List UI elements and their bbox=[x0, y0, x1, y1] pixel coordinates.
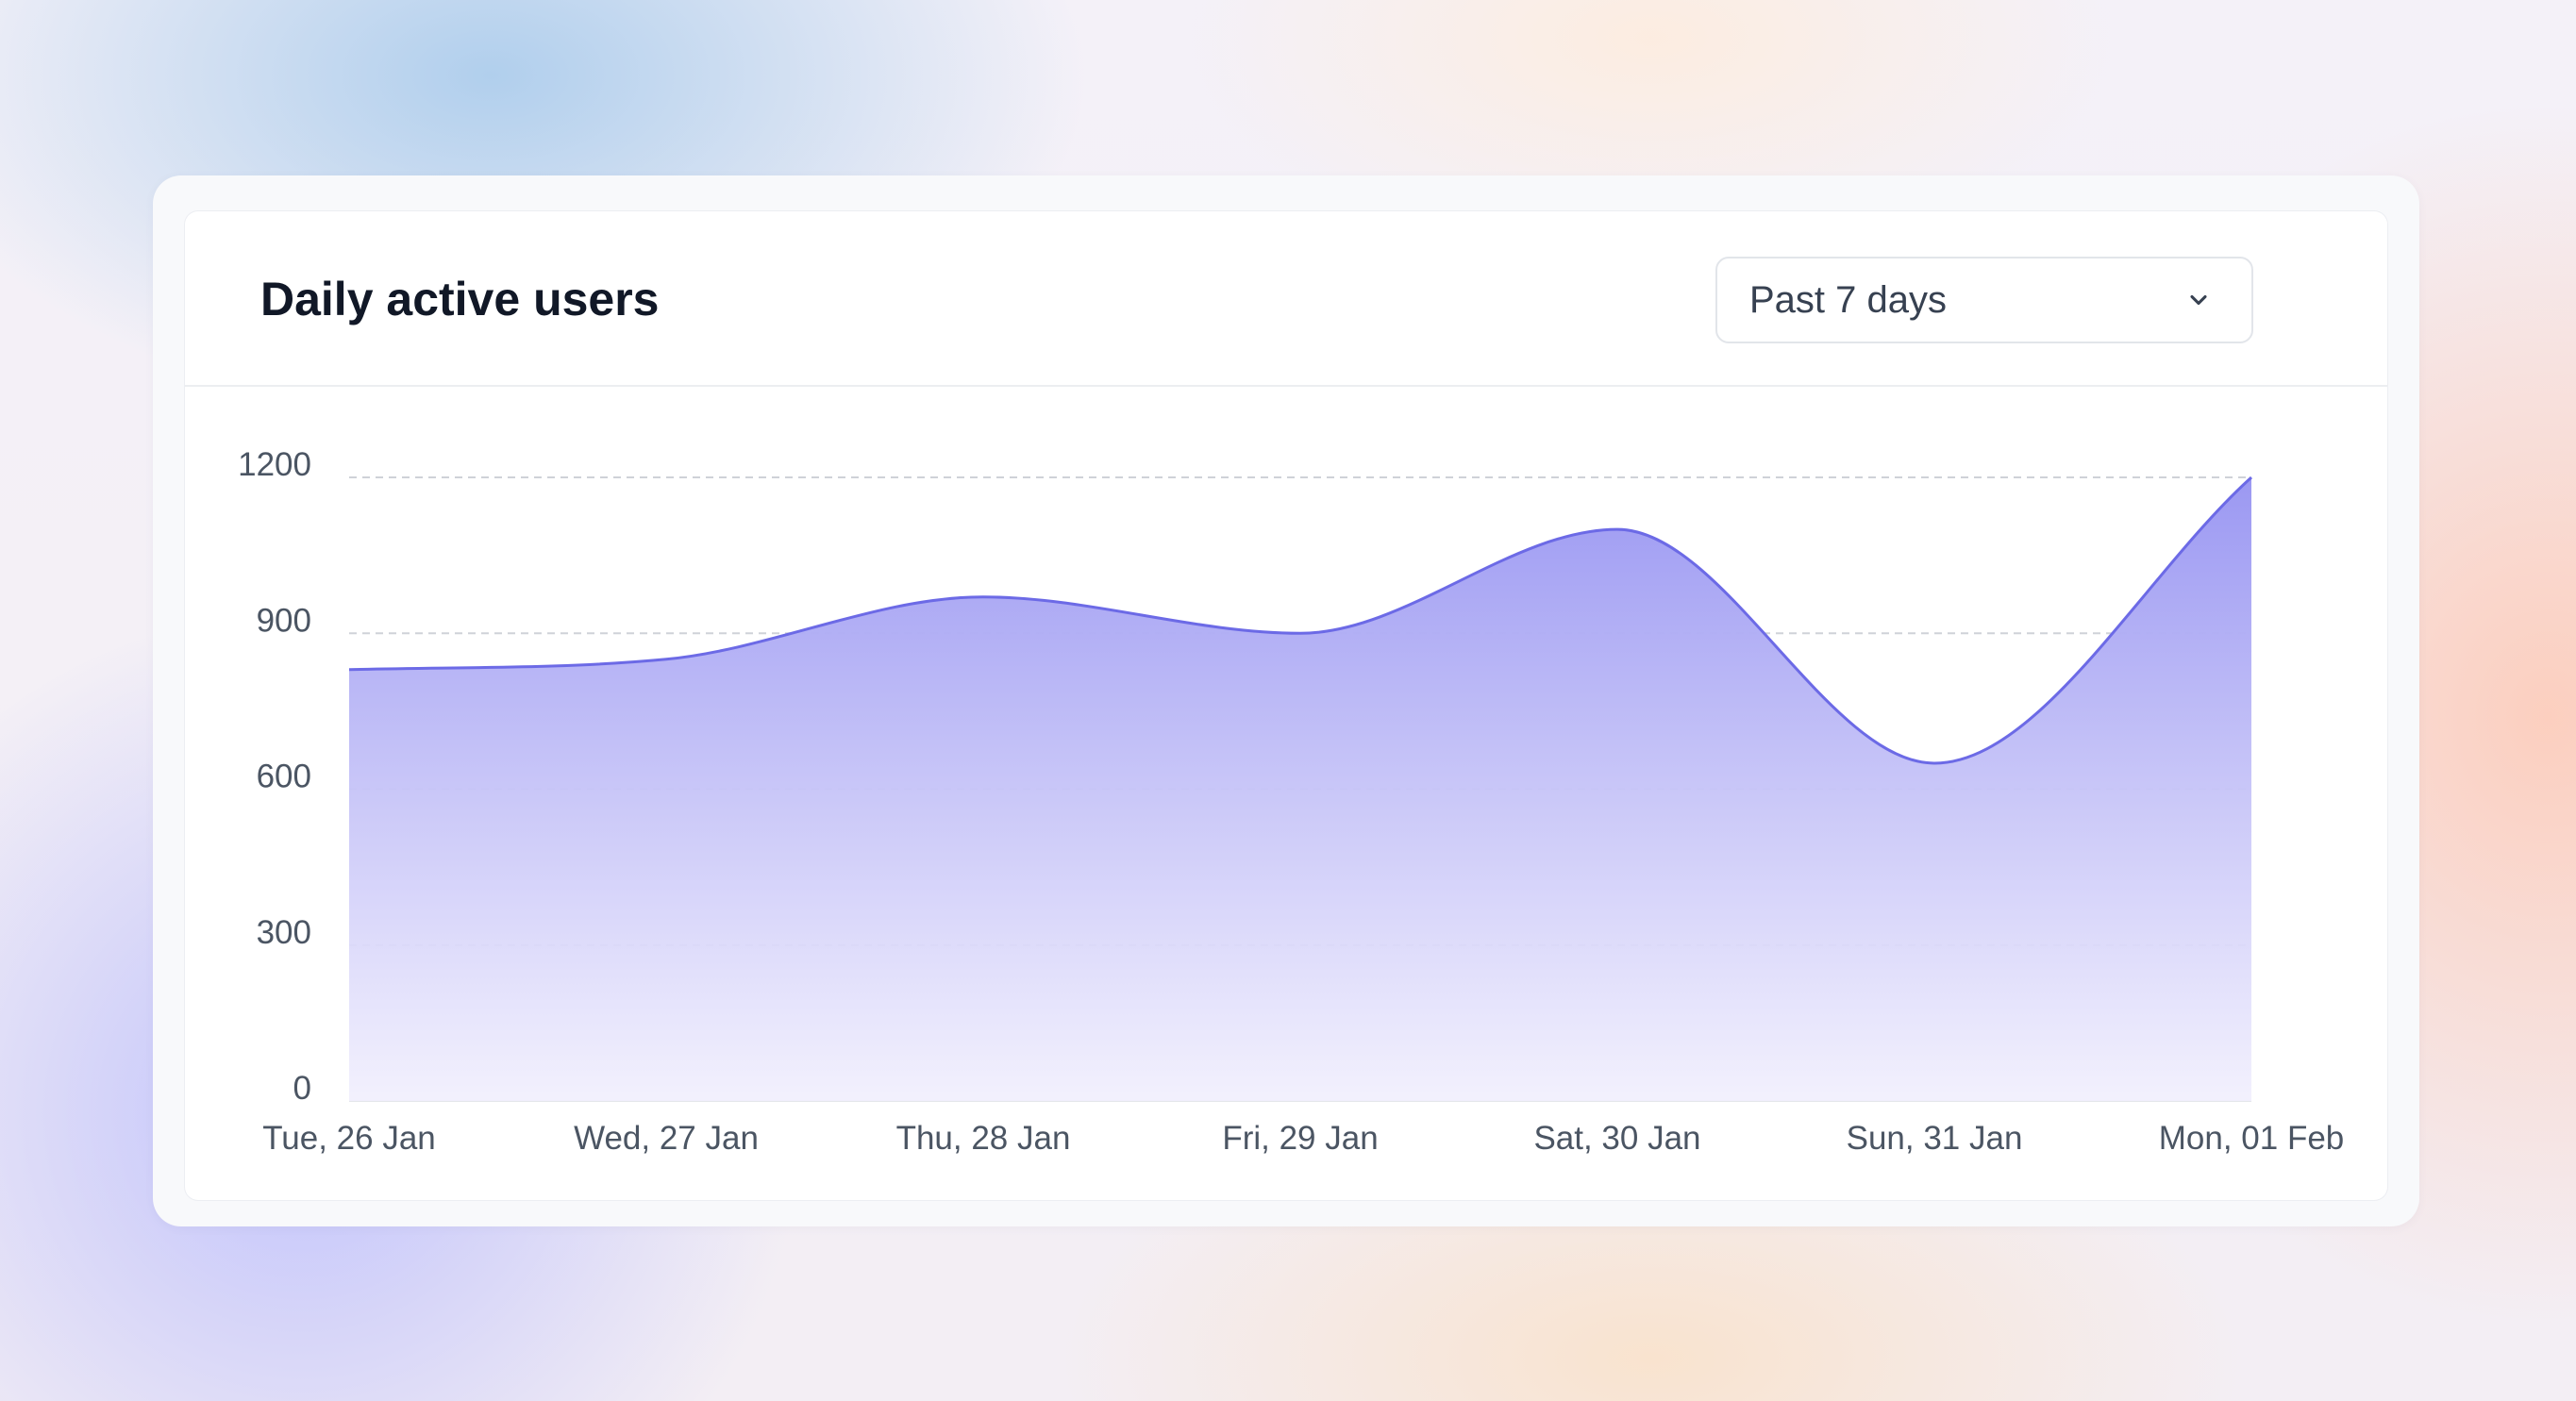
chart-title: Daily active users bbox=[260, 273, 660, 325]
x-tick-label: Mon, 01 Feb bbox=[2159, 1120, 2345, 1157]
x-tick-label: Thu, 28 Jan bbox=[896, 1120, 1071, 1157]
date-range-select[interactable]: Past 7 days bbox=[1715, 257, 2253, 343]
x-tick-label: Sat, 30 Jan bbox=[1533, 1120, 1700, 1157]
area-chart: 0 300 600 900 1200 Tue, 26 Jan Wed, 27 Jan Thu… bbox=[238, 446, 2344, 1157]
series-area-fill bbox=[349, 477, 2251, 1101]
x-tick-label: Sun, 31 Jan bbox=[1847, 1120, 2023, 1157]
date-range-value: Past 7 days bbox=[1749, 279, 1948, 321]
x-tick-label: Wed, 27 Jan bbox=[574, 1120, 759, 1157]
series-line bbox=[348, 475, 2253, 765]
series-area bbox=[348, 475, 2253, 1101]
y-tick-label: 0 bbox=[293, 1070, 311, 1107]
y-tick-label: 900 bbox=[257, 602, 311, 639]
y-tick-label: 600 bbox=[257, 759, 311, 795]
y-tick-label: 300 bbox=[257, 914, 311, 951]
x-axis: Tue, 26 Jan Wed, 27 Jan Thu, 28 Jan Fri, 29… bbox=[262, 1120, 2344, 1157]
chart-card: Daily active users Past 7 days 0 300 600 90… bbox=[185, 211, 2387, 1200]
card-frame: Daily active users Past 7 days 0 300 600 90… bbox=[153, 175, 2419, 1226]
x-tick-label: Fri, 29 Jan bbox=[1222, 1120, 1378, 1157]
x-tick-label: Tue, 26 Jan bbox=[262, 1120, 436, 1157]
y-axis: 0 300 600 900 1200 bbox=[238, 446, 311, 1107]
chevron-down-icon bbox=[2190, 294, 2207, 306]
y-tick-label: 1200 bbox=[238, 446, 311, 483]
card-header: Daily active users Past 7 days bbox=[185, 211, 2387, 387]
